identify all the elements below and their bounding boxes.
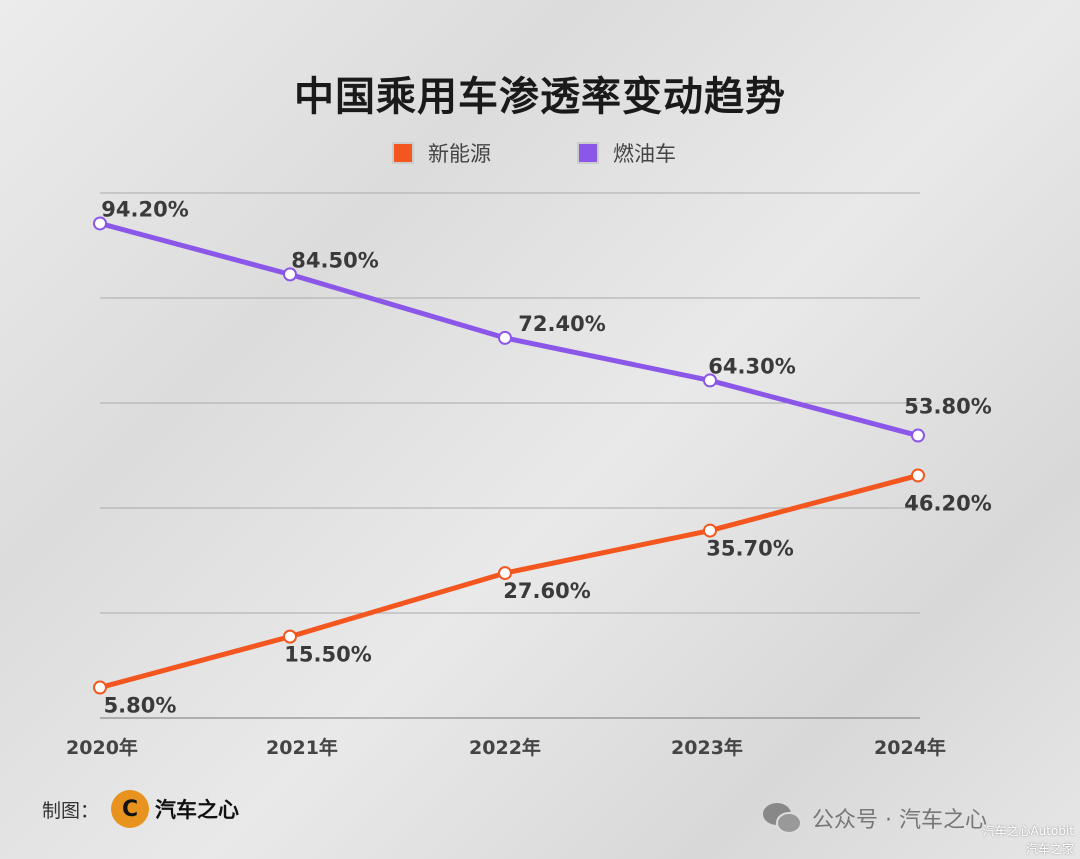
- data-point: [283, 629, 297, 644]
- legend-swatch-nev: [392, 142, 414, 164]
- x-tick-label: 2020年: [66, 736, 138, 759]
- legend-item-ice: 燃油车: [577, 138, 676, 168]
- legend-label: 燃油车: [613, 142, 676, 166]
- logo-text: 汽车之心: [155, 798, 240, 822]
- data-point: [911, 428, 925, 443]
- watermark: 汽车之家: [1025, 842, 1074, 856]
- data-label: 94.20%: [101, 197, 188, 221]
- data-label: 15.50%: [284, 643, 371, 667]
- data-point: [498, 330, 512, 345]
- data-label: 84.50%: [291, 248, 378, 272]
- watermark: 汽车之心Autobit: [982, 824, 1074, 838]
- legend-swatch-ice: [577, 142, 599, 164]
- data-point: [911, 468, 925, 483]
- data-label: 72.40%: [518, 312, 605, 336]
- wechat-icon: [763, 803, 802, 834]
- logo-mark-icon: C: [111, 790, 150, 828]
- autobit-logo: C 汽车之心: [111, 790, 239, 828]
- x-tick-label: 2022年: [469, 736, 541, 759]
- wechat-text: 公众号 · 汽车之心: [812, 808, 987, 833]
- credit-label: 制图：: [42, 799, 100, 822]
- data-label: 64.30%: [708, 354, 795, 378]
- series-line-1: [99, 221, 919, 438]
- credit: 制图： C 汽车之心: [42, 790, 239, 828]
- legend-label: 新能源: [428, 142, 491, 166]
- data-point: [703, 373, 717, 388]
- data-point: [93, 216, 107, 231]
- data-label: 53.80%: [904, 395, 991, 419]
- data-point: [93, 680, 107, 695]
- legend-item-nev: 新能源: [392, 138, 491, 168]
- data-label: 35.70%: [706, 537, 793, 561]
- wechat-account: 公众号 · 汽车之心: [760, 800, 987, 836]
- x-tick-label: 2024年: [874, 736, 946, 759]
- data-label: 27.60%: [503, 579, 590, 603]
- data-label: 46.20%: [904, 491, 991, 515]
- data-label: 5.80%: [104, 694, 177, 718]
- x-tick-label: 2023年: [671, 736, 743, 759]
- data-point: [703, 523, 717, 538]
- chart-title: 中国乘用车渗透率变动趋势: [294, 74, 786, 120]
- data-point: [283, 267, 297, 282]
- data-point: [498, 566, 512, 581]
- x-tick-label: 2021年: [266, 736, 338, 759]
